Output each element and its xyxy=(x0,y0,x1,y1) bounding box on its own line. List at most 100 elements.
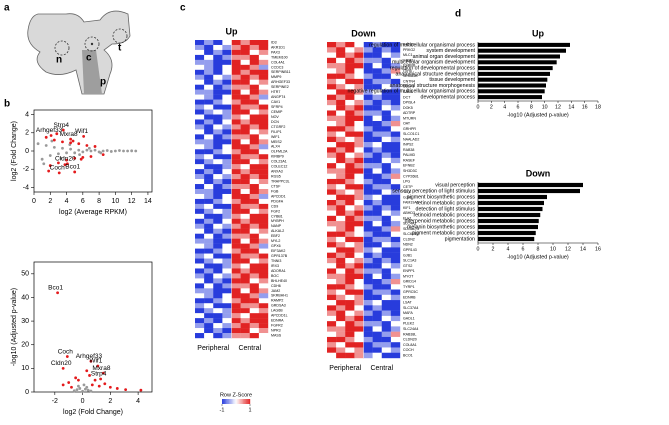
row-label: NOV xyxy=(271,115,279,119)
heatmap-cell xyxy=(336,326,346,332)
heatmap-cell xyxy=(345,252,355,259)
heatmap-cell xyxy=(363,52,373,58)
heatmap-cell xyxy=(258,139,269,145)
heatmap-cell xyxy=(390,63,401,69)
heatmap-cell xyxy=(222,203,232,210)
heatmap-cell xyxy=(327,152,337,159)
heatmap-cell xyxy=(336,305,346,311)
category-label: anatomical structure morphogenesis xyxy=(390,83,476,89)
data-point xyxy=(85,144,89,147)
heatmap-cell xyxy=(222,184,232,190)
heatmap-cell xyxy=(327,336,337,343)
heatmap-cell xyxy=(354,200,364,206)
heatmap-cell xyxy=(222,283,232,289)
heatmap-cell xyxy=(231,149,241,155)
data-point xyxy=(89,155,93,158)
heatmap-cell xyxy=(258,179,269,185)
heatmap-cell xyxy=(390,231,401,238)
diagram-label: p xyxy=(100,77,106,88)
heatmap-cell xyxy=(258,218,269,224)
heatmap-cell xyxy=(345,189,355,195)
colorbar-swatch xyxy=(245,399,248,404)
heatmap-cell xyxy=(363,331,373,338)
heatmap-cell xyxy=(336,300,346,306)
row-label: GPR137B xyxy=(271,254,288,258)
heatmap-cell xyxy=(345,121,355,127)
category-label: regulation of developmental process xyxy=(390,66,475,72)
heatmap-cell xyxy=(354,136,364,143)
row-label: CTGRF2 xyxy=(271,125,285,129)
heatmap-cell xyxy=(258,79,269,85)
heatmap-cell xyxy=(231,328,241,334)
heatmap-cell xyxy=(258,308,269,314)
bar xyxy=(478,230,536,236)
heatmap-cell xyxy=(213,248,223,254)
bar xyxy=(478,54,560,59)
x-tick-label: 2 xyxy=(108,398,112,405)
row-label: INPS2 xyxy=(403,143,413,147)
heatmap-cell xyxy=(249,174,260,180)
heatmap-cell xyxy=(231,278,241,284)
heatmap-cell xyxy=(390,57,401,64)
row-label: NANP xyxy=(271,224,282,228)
heatmap-cell xyxy=(336,147,346,153)
heatmap-cell xyxy=(258,40,269,46)
heatmap-cell xyxy=(213,64,223,70)
row-label: MYBPH xyxy=(271,219,284,223)
data-point xyxy=(67,381,71,384)
heatmap-cell xyxy=(213,164,223,170)
heatmap-cell xyxy=(204,99,214,105)
x-tick-label: 2 xyxy=(48,198,52,205)
heatmap-cell xyxy=(327,99,337,106)
heatmap-cell xyxy=(327,194,337,201)
heatmap-cell xyxy=(345,68,355,74)
punch-temporal xyxy=(112,28,128,44)
heatmap-cell xyxy=(231,174,241,180)
heatmap-cell xyxy=(363,226,373,232)
heatmap-cell xyxy=(204,59,214,66)
heatmap-cell xyxy=(222,69,232,75)
point-label: Bco1 xyxy=(65,164,80,171)
data-point xyxy=(81,155,85,159)
heatmap-cell xyxy=(354,194,364,201)
data-point xyxy=(96,364,100,368)
x-tick-label: 6 xyxy=(517,104,520,110)
heatmap-cell xyxy=(249,104,260,110)
data-point xyxy=(47,169,51,173)
heatmap-cell xyxy=(345,321,355,327)
heatmap-cell xyxy=(240,253,250,259)
row-label: RASEF xyxy=(403,158,416,162)
heatmap-cell xyxy=(327,226,337,232)
heatmap-cell xyxy=(213,104,223,110)
heatmap-cell xyxy=(381,210,392,216)
heatmap-cell xyxy=(354,247,364,253)
row-label: JAM2 xyxy=(271,289,280,293)
heatmap-cell xyxy=(222,139,232,145)
heatmap-cell xyxy=(390,200,401,206)
heatmap-cell xyxy=(336,221,346,227)
heatmap-cell xyxy=(213,223,223,229)
heatmap-cell xyxy=(195,303,205,309)
group-label: Peripheral xyxy=(329,365,361,372)
heatmap-cell xyxy=(204,333,214,339)
heatmap-cell xyxy=(372,242,382,248)
heatmap-cell xyxy=(195,208,205,215)
row-label: GJA1 xyxy=(403,195,412,199)
heatmap-cell xyxy=(336,242,346,248)
row-label: EIF3AK2 xyxy=(271,249,285,253)
heatmap-cell xyxy=(222,54,232,61)
heatmap-cell xyxy=(222,308,232,314)
data-point xyxy=(101,149,105,153)
heatmap-cell xyxy=(381,294,392,301)
heatmap-cell xyxy=(222,253,232,259)
data-point xyxy=(85,148,89,152)
heatmap-cell xyxy=(222,149,232,155)
heatmap-cell xyxy=(354,215,364,222)
data-point xyxy=(99,151,103,155)
heatmap-cell xyxy=(354,226,364,232)
heatmap-cell xyxy=(336,257,346,264)
heatmap-cell xyxy=(213,268,223,274)
point-label: Coch xyxy=(50,165,66,172)
colorbar-swatch xyxy=(240,399,242,404)
heatmap-cell xyxy=(336,189,346,195)
